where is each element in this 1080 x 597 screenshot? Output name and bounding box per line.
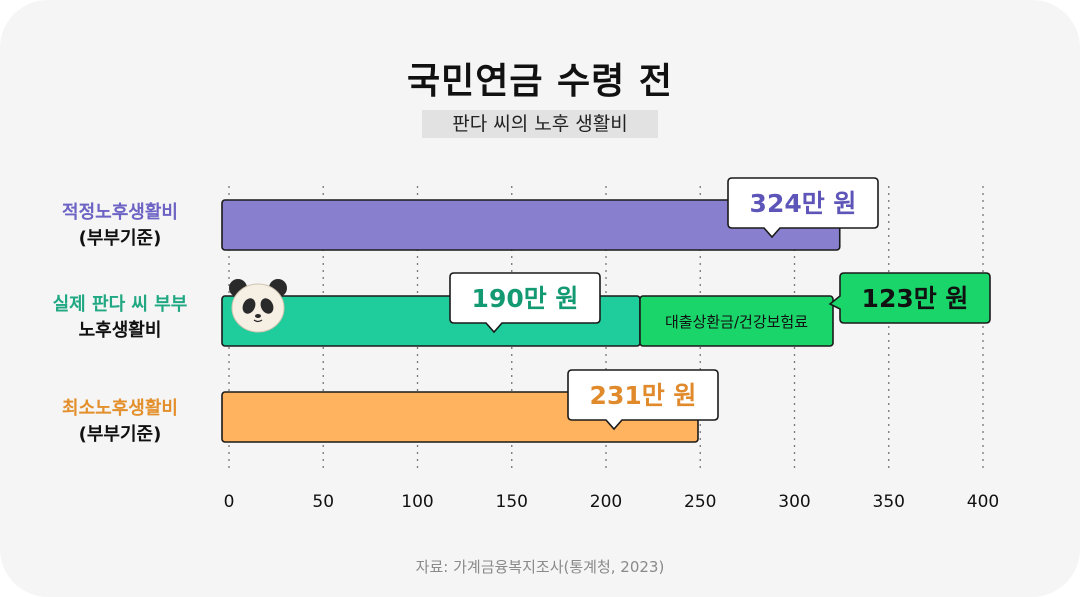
row-label-line2: (부부기준) <box>78 228 162 249</box>
bar-actual-loan-insurance <box>639 295 834 347</box>
row-label-line1: 최소노후생활비 <box>62 398 178 419</box>
row-label-line2: 노후생활비 <box>78 320 162 341</box>
x-tick-label: 0 <box>224 492 235 512</box>
x-tick-label: 300 <box>778 492 810 512</box>
x-tick-label: 100 <box>401 492 433 512</box>
x-tick-label: 350 <box>873 492 905 512</box>
row-label-actual: 실제 판다 씨 부부 노후생활비 <box>20 292 220 344</box>
callout-box <box>828 272 991 324</box>
panda-eye-patch <box>242 298 256 314</box>
row-label-line1: 실제 판다 씨 부부 <box>52 294 188 315</box>
source-note: 자료: 가계금융복지조사(통계청, 2023) <box>415 558 665 576</box>
panda-icon <box>229 279 287 333</box>
panda-eye-patch <box>260 298 274 314</box>
panda-mouth <box>253 319 263 323</box>
panda-face <box>231 283 285 333</box>
callout-label: 231만 원 <box>590 381 697 410</box>
x-tick-label: 150 <box>496 492 528 512</box>
callout-231: 231만 원 <box>567 369 719 431</box>
x-tick-label: 400 <box>967 492 999 512</box>
chart-subtitle: 판다 씨의 노후 생활비 <box>422 110 658 138</box>
x-tick-label: 200 <box>590 492 622 512</box>
callout-label: 324만 원 <box>750 189 857 218</box>
callout-190: 190만 원 <box>449 272 601 334</box>
segment-label: 대출상환금/건강보험료 <box>665 313 808 331</box>
callout-label: 123만 원 <box>862 284 969 313</box>
callout-324: 324만 원 <box>727 177 879 239</box>
x-tick-label: 50 <box>312 492 334 512</box>
callout-label: 190만 원 <box>472 284 579 313</box>
callout-box <box>449 272 601 334</box>
callout-box <box>567 369 719 431</box>
row-label-recommended: 적정노후생활비 (부부기준) <box>20 200 220 252</box>
callout-123: 123만 원 <box>828 272 991 324</box>
panda-nose <box>255 314 261 318</box>
chart-title: 국민연금 수령 전 <box>407 61 673 102</box>
row-label-minimum: 최소노후생활비 (부부기준) <box>20 396 220 448</box>
subtitle-wrap: 판다 씨의 노후 생활비 <box>0 110 1080 138</box>
x-tick-label: 250 <box>684 492 716 512</box>
row-label-line1: 적정노후생활비 <box>62 202 178 223</box>
callout-box <box>727 177 879 239</box>
row-label-line2: (부부기준) <box>78 424 162 445</box>
